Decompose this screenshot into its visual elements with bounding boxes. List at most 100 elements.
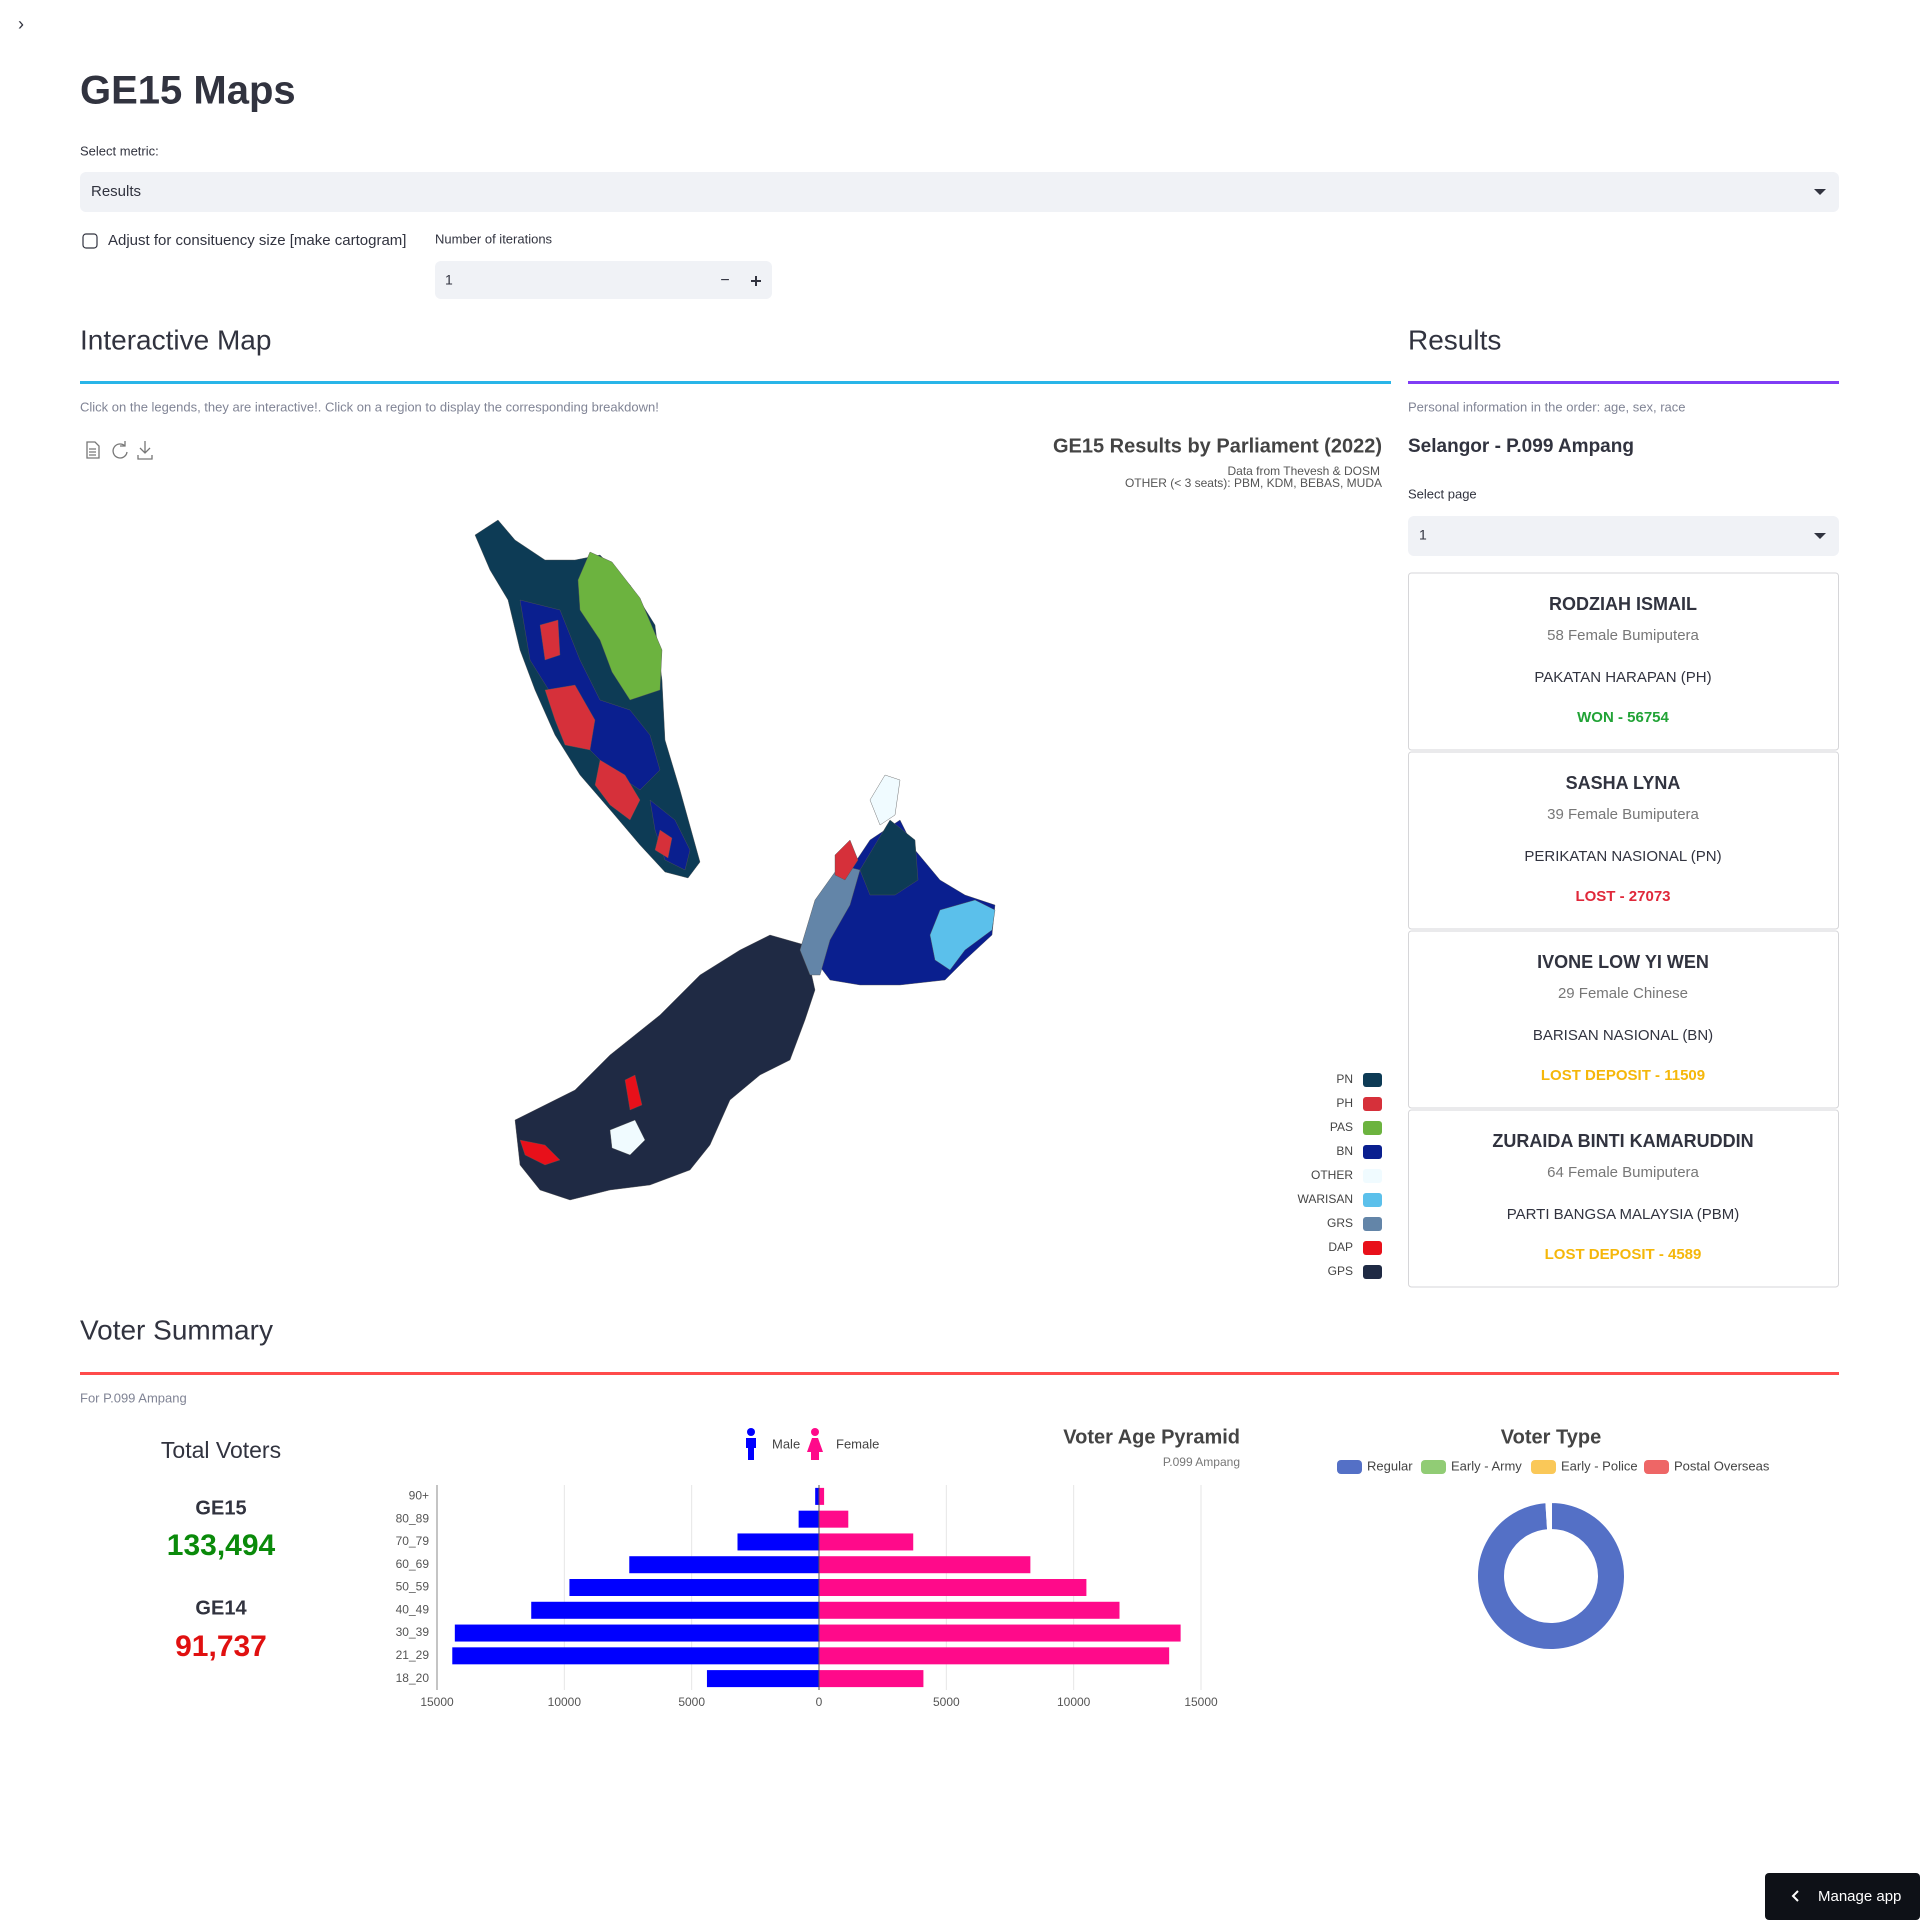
bar — [737, 1533, 819, 1551]
legend-swatch[interactable] — [1363, 1193, 1382, 1207]
map-region[interactable] — [799, 864, 861, 976]
legend-swatch[interactable] — [1337, 1460, 1362, 1474]
chevron-icon — [1791, 1890, 1799, 1902]
candidate-party: BARISAN NASIONAL (BN) — [1533, 1027, 1713, 1044]
checkbox-label: Adjust for consituency size [make cartog… — [108, 232, 406, 249]
checkbox[interactable] — [82, 233, 98, 249]
toolbar-download[interactable] — [137, 441, 153, 460]
candidate-result: LOST - 27073 — [1575, 888, 1670, 905]
section-divider — [80, 1372, 1839, 1375]
map-region[interactable] — [577, 551, 663, 701]
map-region[interactable] — [539, 619, 561, 661]
legend-icon[interactable] — [746, 1438, 756, 1460]
legend-label[interactable]: Regular — [1367, 1458, 1413, 1473]
map-region[interactable] — [514, 934, 816, 1201]
bar — [819, 1647, 1170, 1665]
legend-label[interactable]: OTHER — [1311, 1168, 1353, 1182]
donut-slice[interactable] — [1476, 1500, 1626, 1651]
legend-swatch[interactable] — [1531, 1460, 1556, 1474]
ge15-value: 133,494 — [167, 1529, 276, 1562]
legend-swatch[interactable] — [1363, 1241, 1382, 1255]
map-region[interactable] — [649, 799, 691, 871]
legend-swatch[interactable] — [1421, 1460, 1446, 1474]
toolbar-data-view[interactable] — [86, 441, 100, 459]
x-tick-label: 10000 — [548, 1695, 582, 1709]
donut-slice[interactable] — [1548, 1500, 1552, 1532]
legend-label[interactable]: BN — [1336, 1144, 1353, 1158]
map-region[interactable] — [544, 684, 596, 751]
ge14-label: GE14 — [195, 1597, 247, 1619]
legend-label[interactable]: PN — [1336, 1072, 1353, 1086]
candidate-card — [1408, 930, 1839, 1109]
map-region[interactable] — [869, 774, 901, 826]
map[interactable] — [474, 519, 996, 1201]
legend-label[interactable]: PAS — [1330, 1120, 1353, 1134]
voter-type-chart: Voter Type Regular Early - Army Early - Pol… — [1337, 1426, 1770, 1651]
decrement-button[interactable]: − — [720, 272, 729, 289]
candidate-info: 29 Female Chinese — [1558, 985, 1688, 1002]
section-heading: Voter Summary — [80, 1314, 273, 1345]
section-divider — [80, 381, 1391, 384]
iterations-input[interactable] — [435, 261, 772, 299]
page-label: Select page — [1408, 486, 1477, 501]
candidate-party: PERIKATAN NASIONAL (PN) — [1524, 848, 1721, 865]
map-subtitle: Data from Thevesh & DOSM — [1228, 464, 1381, 478]
legend-label[interactable]: Male — [772, 1436, 800, 1451]
bar — [629, 1556, 819, 1574]
x-tick-label: 15000 — [420, 1695, 454, 1709]
legend-label[interactable]: GPS — [1328, 1264, 1353, 1278]
toolbar-restore[interactable] — [112, 441, 128, 459]
bar — [531, 1601, 819, 1619]
ge14-value: 91,737 — [175, 1630, 267, 1663]
candidate-result: LOST DEPOSIT - 11509 — [1541, 1067, 1705, 1084]
y-tick-label: 90+ — [409, 1489, 429, 1503]
candidate-party: PARTI BANGSA MALAYSIA (PBM) — [1507, 1206, 1740, 1223]
legend-swatch[interactable] — [1363, 1073, 1382, 1087]
candidate-card — [1408, 572, 1839, 751]
chart-title: Voter Type — [1501, 1426, 1601, 1448]
section-heading: Interactive Map — [80, 324, 271, 355]
page-select[interactable] — [1408, 516, 1839, 556]
map-region[interactable] — [834, 839, 859, 881]
legend-swatch[interactable] — [1363, 1121, 1382, 1135]
legend-label[interactable]: Postal Overseas — [1674, 1458, 1770, 1473]
legend-label[interactable]: GRS — [1327, 1216, 1353, 1230]
y-tick-label: 50_59 — [396, 1580, 430, 1594]
legend-icon[interactable] — [747, 1428, 755, 1436]
legend-swatch[interactable] — [1363, 1145, 1382, 1159]
legend-swatch[interactable] — [1363, 1217, 1382, 1231]
bar — [569, 1579, 819, 1596]
legend-icon[interactable] — [807, 1438, 823, 1460]
legend-label[interactable]: PH — [1336, 1096, 1353, 1110]
legend-swatch[interactable] — [1644, 1460, 1669, 1474]
legend-label[interactable]: Early - Army — [1451, 1458, 1522, 1473]
total-voters-label: Total Voters — [161, 1437, 281, 1463]
map-region[interactable] — [654, 829, 673, 859]
legend-label[interactable]: Early - Police — [1561, 1458, 1638, 1473]
legend-label[interactable]: WARISAN — [1297, 1192, 1353, 1206]
map-region[interactable] — [929, 899, 996, 971]
legend-label[interactable]: Female — [836, 1436, 879, 1451]
caption: Click on the legends, they are interacti… — [80, 399, 659, 414]
manage-app-button[interactable] — [1765, 1873, 1920, 1920]
candidate-name: ZURAIDA BINTI KAMARUDDIN — [1492, 1131, 1753, 1151]
legend-label[interactable]: DAP — [1328, 1240, 1353, 1254]
map-region[interactable] — [859, 819, 919, 896]
metric-select[interactable] — [80, 172, 1839, 212]
legend-swatch[interactable] — [1363, 1097, 1382, 1111]
map-subtitle: OTHER (< 3 seats): PBM, KDM, BEBAS, MUDA — [1125, 476, 1382, 490]
legend-swatch[interactable] — [1363, 1265, 1382, 1279]
bar — [819, 1533, 914, 1551]
ge15-label: GE15 — [195, 1497, 246, 1519]
map-legend[interactable]: PN PH PAS BN OTHER WARISAN GRS DAP GPS — [1297, 1072, 1382, 1279]
x-tick-label: 0 — [816, 1695, 823, 1709]
map-region[interactable] — [624, 1074, 643, 1111]
increment-button[interactable] — [751, 276, 761, 286]
map-region[interactable] — [519, 1139, 561, 1166]
legend-swatch[interactable] — [1363, 1169, 1382, 1183]
map-region[interactable] — [609, 1119, 646, 1156]
sidebar-toggle[interactable]: › — [18, 14, 24, 34]
candidate-result: WON - 56754 — [1577, 709, 1669, 726]
legend-icon[interactable] — [811, 1428, 819, 1436]
map-region[interactable] — [594, 759, 641, 821]
